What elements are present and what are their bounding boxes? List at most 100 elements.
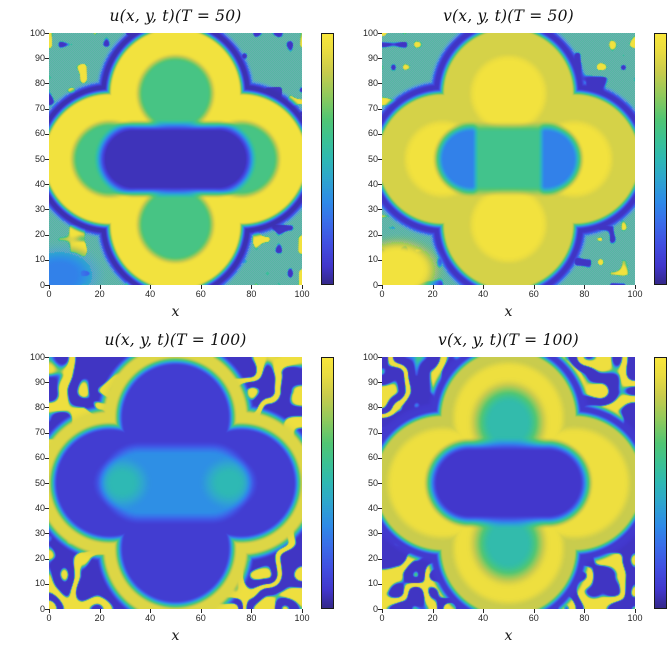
y-tick-label: 30	[367, 203, 378, 214]
y-tick-mark	[45, 457, 49, 459]
y-tick-label: 30	[34, 527, 45, 538]
x-tick-mark	[533, 285, 535, 289]
y-tick-label: 50	[34, 153, 45, 164]
y-tick-label: 40	[367, 178, 378, 189]
x-tick-mark	[150, 609, 152, 613]
x-tick-label: 60	[195, 613, 206, 623]
y-tick-mark	[378, 33, 382, 34]
x-tick-label: 20	[94, 613, 105, 623]
y-tick-mark	[378, 508, 382, 510]
x-tick-mark	[432, 285, 434, 289]
x-tick-label: 20	[94, 289, 105, 299]
y-tick-mark	[378, 133, 382, 135]
y-tick-mark	[45, 259, 49, 261]
x-tick-mark	[483, 609, 485, 613]
x-tick-label: 40	[478, 289, 489, 299]
y-tick-label: 70	[367, 103, 378, 114]
y-tick-label: 10	[367, 254, 378, 265]
y-tick-mark	[45, 609, 49, 610]
y-tick-mark	[45, 133, 49, 135]
y-tick-label: 100	[29, 351, 45, 362]
y-tick-mark	[45, 357, 49, 358]
colorbar	[321, 33, 334, 285]
y-tick-label: 40	[34, 178, 45, 189]
x-tick-label: 20	[427, 613, 438, 623]
y-tick-mark	[45, 159, 49, 160]
x-tick-label: 100	[294, 613, 310, 623]
y-tick-mark	[45, 432, 49, 434]
y-tick-label: 60	[367, 128, 378, 139]
y-tick-mark	[378, 357, 382, 358]
x-tick-mark	[150, 285, 152, 289]
y-tick-mark	[45, 33, 49, 34]
x-tick-mark	[635, 609, 636, 613]
y-tick-label: 0	[372, 603, 378, 614]
plot-title: v(x, y, t)(T = 50)	[443, 7, 574, 25]
y-tick-mark	[378, 259, 382, 261]
x-tick-mark	[99, 285, 101, 289]
y-tick-label: 80	[34, 401, 45, 412]
y-tick-mark	[378, 483, 382, 484]
y-tick-label: 0	[39, 279, 45, 290]
y-tick-mark	[45, 407, 49, 409]
y-tick-label: 100	[362, 351, 378, 362]
y-tick-mark	[378, 533, 382, 535]
y-tick-mark	[45, 209, 49, 211]
y-tick-mark	[45, 234, 49, 236]
y-tick-label: 80	[34, 77, 45, 88]
y-tick-label: 20	[367, 553, 378, 564]
y-tick-label: 70	[367, 427, 378, 438]
x-tick-label: 80	[246, 289, 257, 299]
y-tick-label: 30	[34, 203, 45, 214]
y-tick-label: 80	[367, 401, 378, 412]
y-tick-label: 60	[34, 452, 45, 463]
x-tick-label: 60	[195, 289, 206, 299]
x-tick-mark	[251, 285, 253, 289]
y-tick-mark	[378, 83, 382, 85]
y-tick-mark	[378, 457, 382, 459]
y-tick-mark	[378, 159, 382, 160]
colorbar	[654, 357, 667, 609]
y-tick-label: 60	[367, 452, 378, 463]
heatmap-u-t100	[49, 357, 302, 609]
plot-title: u(x, y, t)(T = 100)	[104, 331, 247, 349]
colorbar	[654, 33, 667, 285]
x-tick-mark	[382, 285, 383, 289]
plot-title: u(x, y, t)(T = 50)	[109, 7, 242, 25]
x-tick-mark	[432, 609, 434, 613]
y-tick-mark	[378, 108, 382, 110]
y-tick-label: 80	[367, 77, 378, 88]
y-tick-label: 0	[39, 603, 45, 614]
x-tick-mark	[251, 609, 253, 613]
y-tick-label: 90	[34, 376, 45, 387]
x-tick-label: 100	[294, 289, 310, 299]
y-tick-label: 20	[34, 553, 45, 564]
heatmap-u-t50	[49, 33, 302, 285]
x-tick-label: 0	[46, 289, 52, 299]
y-tick-mark	[45, 483, 49, 484]
x-tick-mark	[635, 285, 636, 289]
x-axis-label: x	[504, 628, 513, 644]
y-tick-mark	[45, 558, 49, 560]
y-tick-label: 90	[367, 376, 378, 387]
subplot-u-t50: u(x, y, t)(T = 50) 0 10 20 30 40 50 60 70 80 90 10…	[30, 7, 334, 320]
x-tick-mark	[382, 609, 383, 613]
x-axis-label: x	[171, 628, 180, 644]
x-tick-label: 80	[246, 613, 257, 623]
y-tick-mark	[45, 108, 49, 110]
y-tick-label: 10	[34, 254, 45, 265]
colorbar	[321, 357, 334, 609]
y-tick-label: 40	[34, 502, 45, 513]
x-tick-label: 40	[145, 289, 156, 299]
x-tick-mark	[584, 609, 586, 613]
y-tick-label: 20	[367, 229, 378, 240]
x-tick-label: 100	[627, 289, 643, 299]
subplot-u-t100: u(x, y, t)(T = 100) 0 10 20 30 40 50 60 70 80 90 1…	[30, 331, 334, 644]
x-tick-mark	[200, 609, 202, 613]
y-tick-label: 30	[367, 527, 378, 538]
x-tick-label: 80	[579, 613, 590, 623]
y-tick-mark	[378, 285, 382, 286]
x-tick-mark	[584, 285, 586, 289]
subplot-v-t50: v(x, y, t)(T = 50) 0 10 20 30 40 50 60 70 80 90 10…	[363, 7, 667, 320]
